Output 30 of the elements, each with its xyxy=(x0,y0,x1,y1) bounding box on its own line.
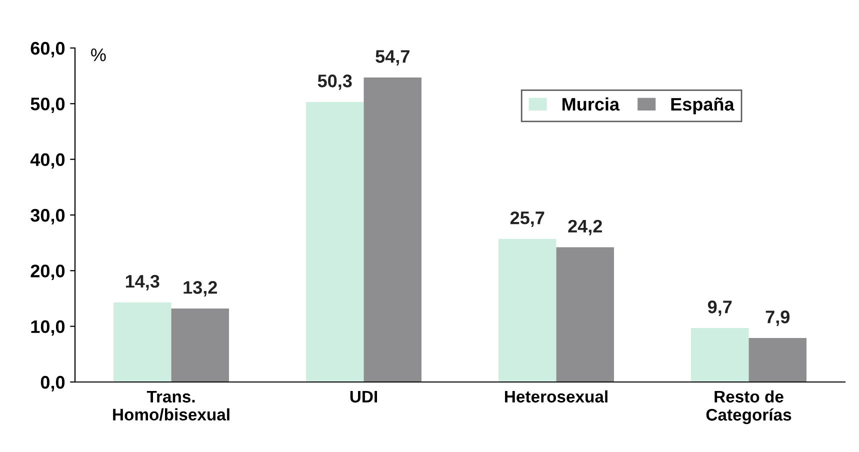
y-tick-label: 0,0 xyxy=(40,376,65,392)
bar xyxy=(748,338,806,382)
data-label: 13,2 xyxy=(184,281,217,296)
y-tick-label: 20,0 xyxy=(30,264,65,280)
data-label: 9,7 xyxy=(708,300,732,316)
bar xyxy=(498,238,556,382)
legend-label: España xyxy=(671,97,734,114)
data-label: 50,3 xyxy=(318,74,352,90)
x-tick-label: Resto de Categorías xyxy=(706,390,792,424)
x-tick-label: Trans. Homo/bisexual xyxy=(113,390,230,421)
data-label: 24,2 xyxy=(568,220,602,236)
bar xyxy=(364,78,422,382)
x-tick-label: UDI xyxy=(350,390,377,403)
y-axis-title: % xyxy=(91,48,106,62)
bar xyxy=(114,302,172,382)
data-label: 25,7 xyxy=(510,211,544,227)
y-tick-label: 60,0 xyxy=(30,42,65,58)
bar xyxy=(691,328,749,382)
data-label: 7,9 xyxy=(766,310,790,326)
x-tick-label: Heterosexual xyxy=(505,390,608,403)
y-tick-label: 40,0 xyxy=(30,153,65,169)
legend-label: Murcia xyxy=(562,97,620,111)
y-tick-label: 10,0 xyxy=(31,320,65,336)
data-label: 54,7 xyxy=(376,50,410,66)
bar xyxy=(306,102,364,382)
bar xyxy=(171,308,229,382)
bar xyxy=(556,247,614,382)
data-label: 14,3 xyxy=(126,274,160,290)
y-tick-label: 30,0 xyxy=(30,208,65,224)
y-tick-label: 50,0 xyxy=(30,98,65,114)
